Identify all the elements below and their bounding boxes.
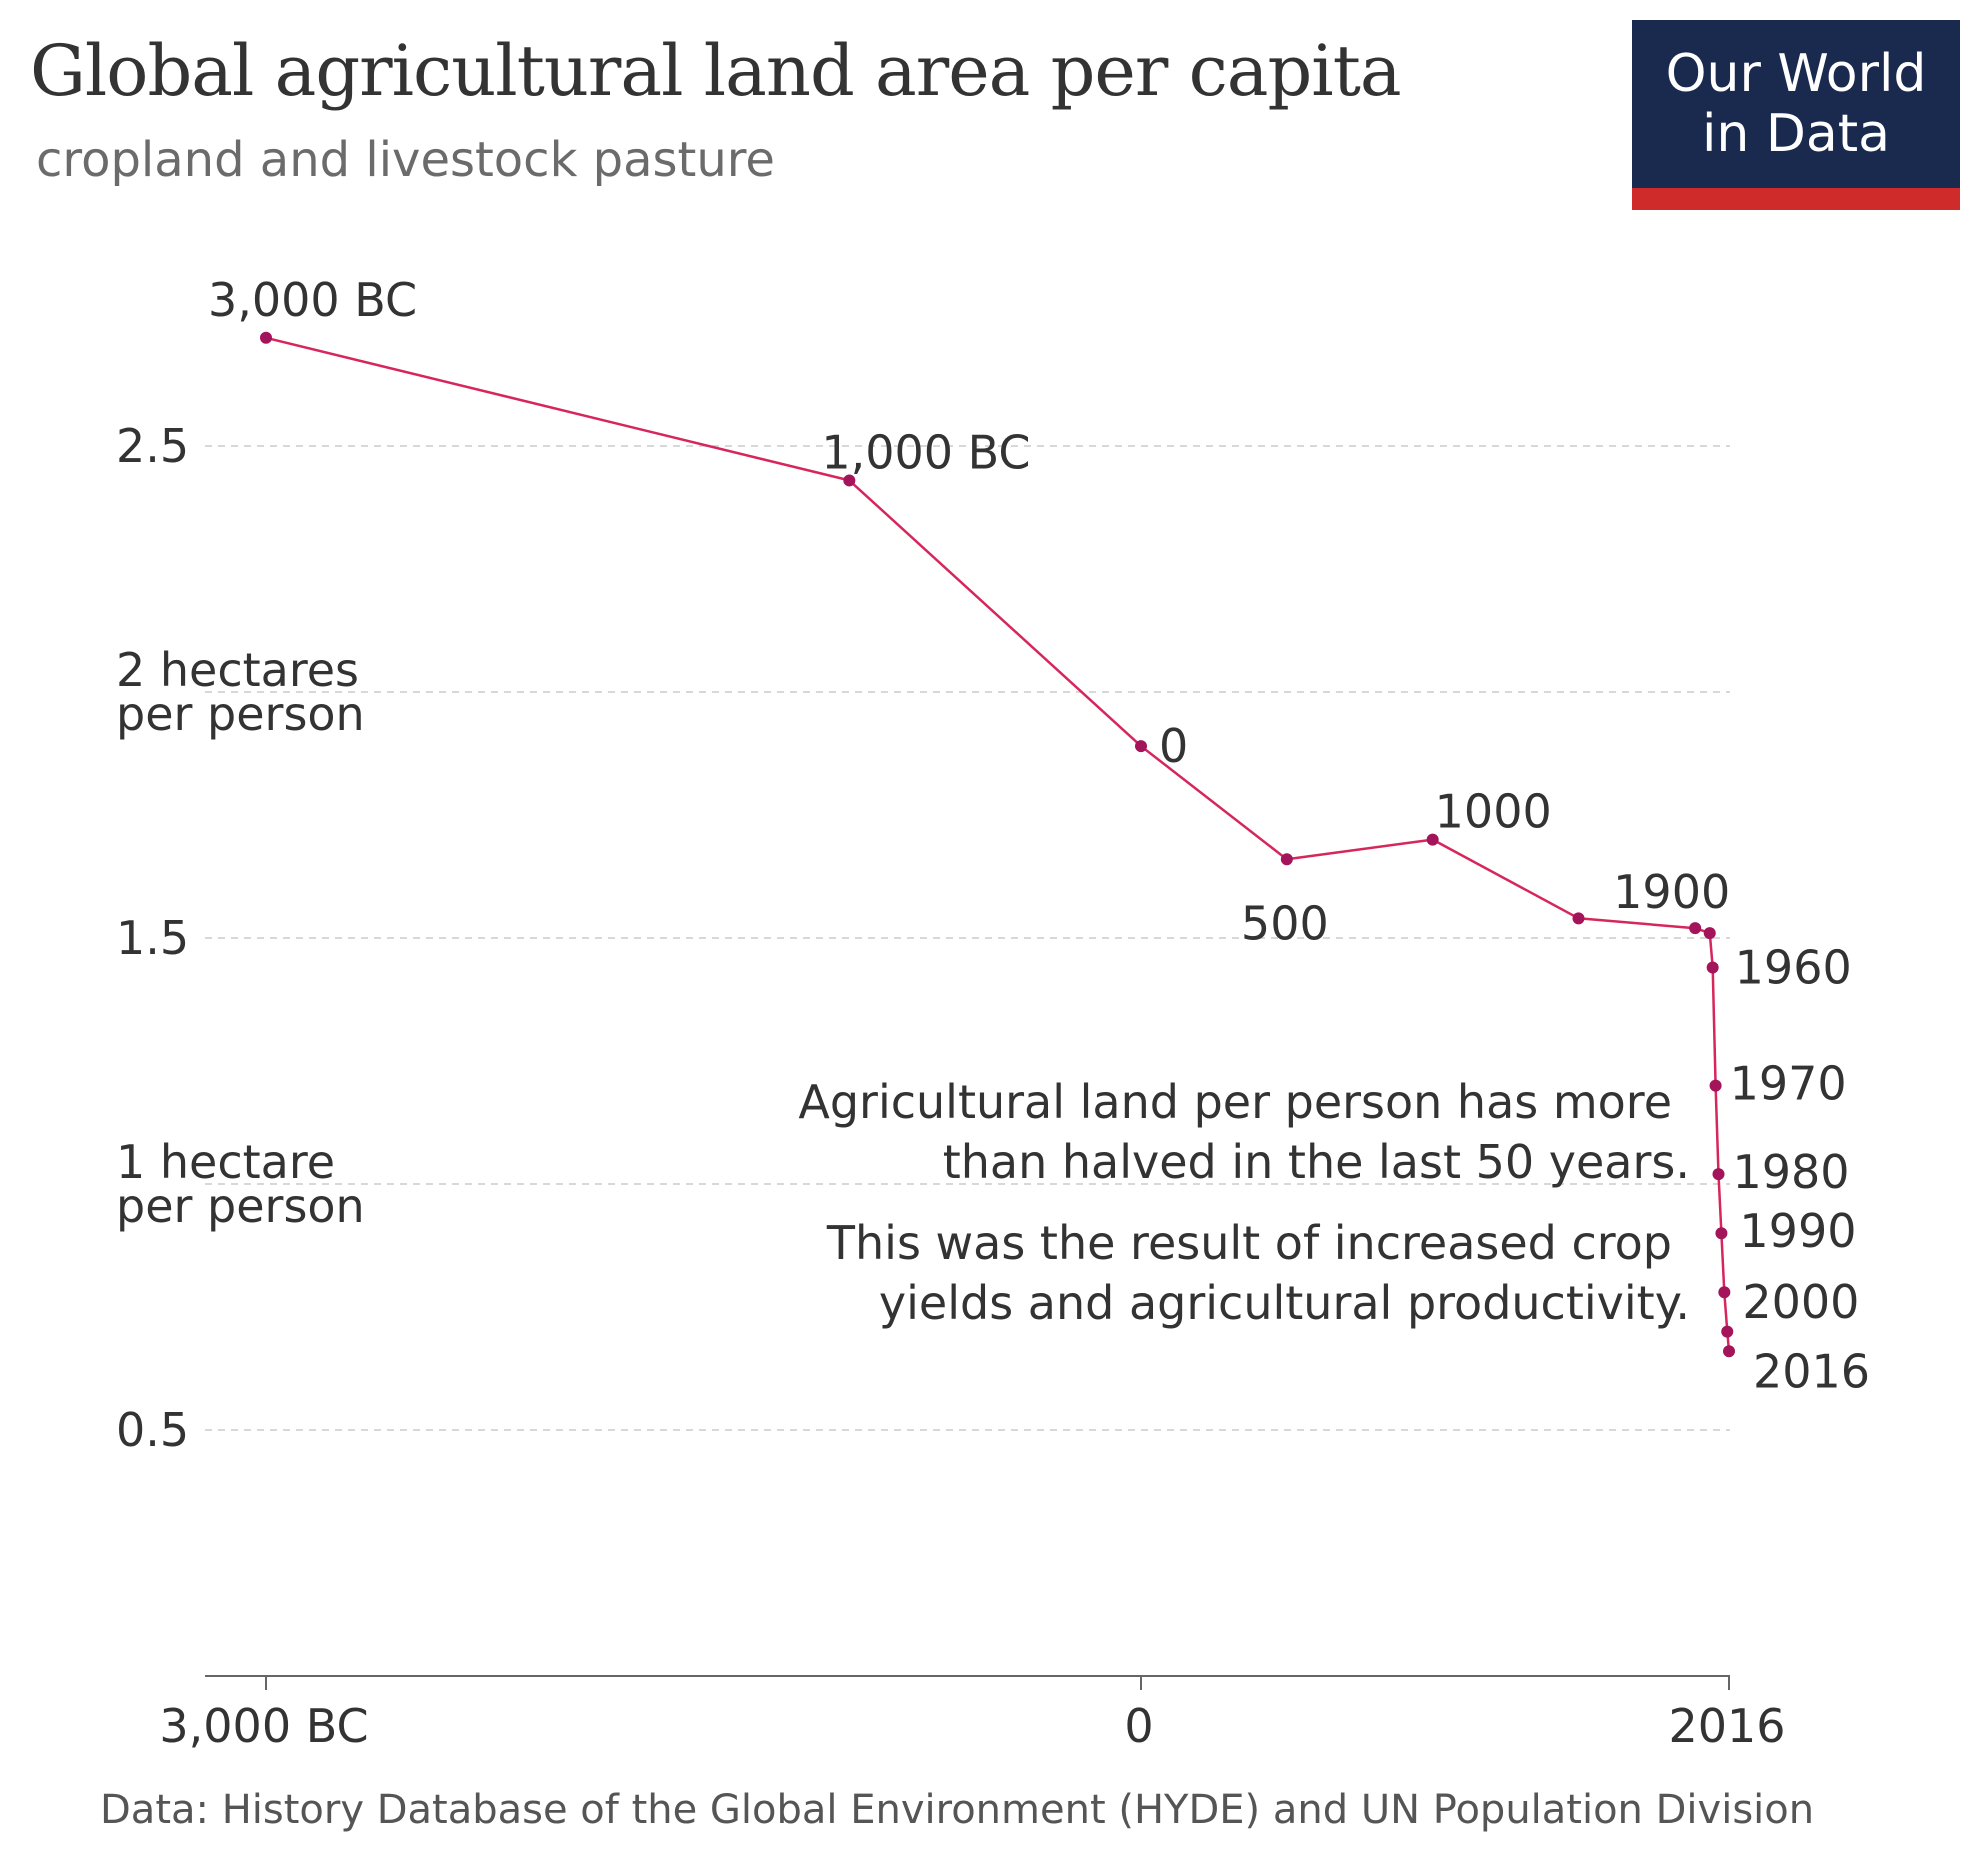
x-tick-label: 0 [1124, 1699, 1153, 1753]
annotation-line: yields and agricultural productivity. [879, 1276, 1690, 1330]
data-point [1715, 1227, 1728, 1240]
annotation-line: This was the result of increased crop [826, 1216, 1672, 1270]
point-label: 1960 [1735, 941, 1852, 995]
point-label: 0 [1159, 719, 1188, 773]
x-axis: 3,000 BC 0 2016 [159, 1675, 1786, 1753]
data-point [1706, 961, 1719, 974]
series [260, 331, 1735, 1358]
point-label: 1970 [1730, 1057, 1847, 1111]
y-tick-label: per person [116, 1179, 365, 1233]
logo-line-1: Our World [1665, 44, 1927, 104]
data-point [1712, 1168, 1725, 1181]
y-tick-label: 0.5 [116, 1403, 189, 1457]
data-point [1135, 740, 1147, 753]
data-point [1723, 1345, 1735, 1358]
point-label: 500 [1241, 896, 1329, 950]
annotation-line: than halved in the last 50 years. [943, 1135, 1690, 1189]
y-tick-label: per person [116, 687, 365, 741]
data-point [1280, 853, 1293, 866]
logo-accent-bar [1632, 188, 1960, 210]
point-label: 1980 [1733, 1145, 1850, 1199]
annotation-line: Agricultural land per person has more [798, 1075, 1672, 1129]
data-point [1426, 833, 1439, 846]
y-tick-label: 2 hectares [116, 643, 359, 697]
owid-logo[interactable]: Our World in Data [1632, 20, 1960, 210]
chart-title: Global agricultural land area per capita [30, 30, 1402, 112]
point-label: 1000 [1435, 785, 1552, 839]
data-point [1703, 927, 1716, 940]
point-label: 2000 [1742, 1275, 1859, 1329]
x-tick-label: 2016 [1668, 1699, 1785, 1753]
chart-subtitle: cropland and livestock pasture [36, 132, 775, 188]
y-tick-label: 2.5 [116, 419, 189, 473]
point-label: 1,000 BC [821, 425, 1030, 479]
y-tick-label: 1.5 [116, 911, 189, 965]
point-label: 1900 [1613, 865, 1730, 919]
data-point [1709, 1079, 1722, 1092]
x-tick-label: 3,000 BC [159, 1699, 368, 1753]
series-line [265, 336, 1731, 1352]
point-label: 2016 [1753, 1344, 1870, 1398]
y-tick-label: 1 hectare [116, 1135, 335, 1189]
data-point [260, 331, 272, 344]
logo-line-2: in Data [1701, 104, 1891, 164]
data-point [1689, 922, 1702, 935]
data-point [1572, 912, 1585, 925]
data-point [843, 474, 856, 487]
point-label: 1990 [1739, 1204, 1856, 1258]
data-point [1721, 1325, 1734, 1338]
source-note: Data: History Database of the Global Env… [100, 1787, 1815, 1833]
point-label: 3,000 BC [208, 273, 417, 327]
annotations: Agricultural land per person has more tha… [798, 1075, 1690, 1330]
data-point [1718, 1286, 1731, 1299]
